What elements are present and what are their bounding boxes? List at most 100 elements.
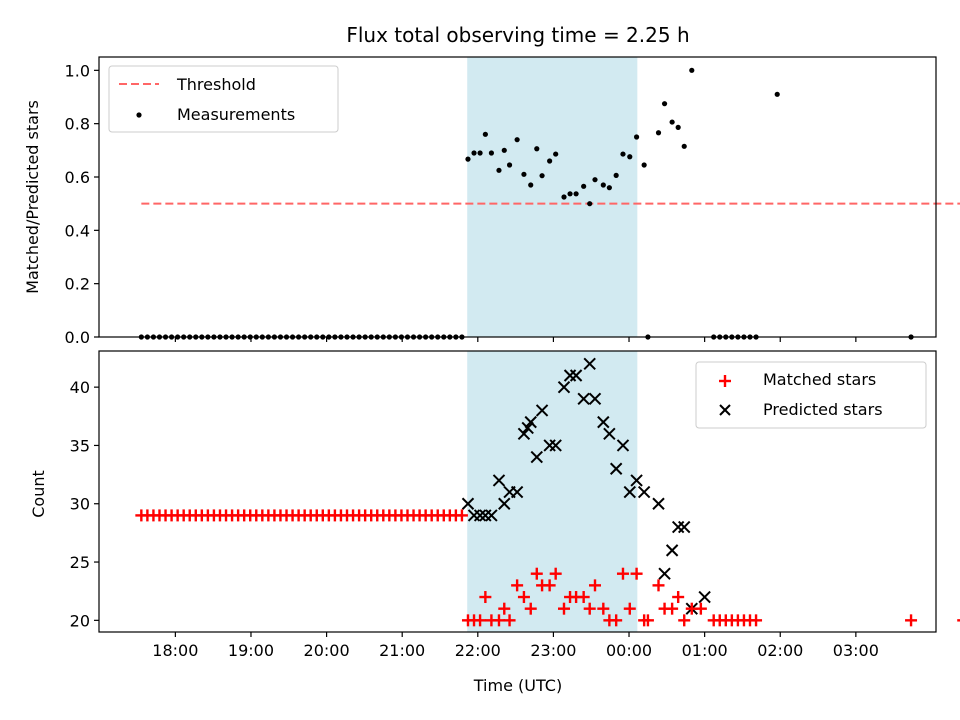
predicted-stroke bbox=[658, 567, 671, 580]
top-axes-frame bbox=[98, 56, 937, 338]
matched-point bbox=[678, 614, 691, 627]
matched-point bbox=[498, 602, 511, 615]
predicted-stroke bbox=[530, 450, 543, 464]
predicted-stroke bbox=[616, 439, 630, 452]
predicted-stroke bbox=[510, 485, 524, 499]
measurement-point bbox=[573, 191, 579, 197]
predicted-stroke bbox=[577, 392, 590, 406]
predicted-point bbox=[517, 427, 531, 440]
matched-point bbox=[524, 602, 537, 615]
matched-point bbox=[597, 602, 610, 615]
predicted-stroke bbox=[569, 369, 583, 382]
x-axis-label: Time (UTC) bbox=[473, 676, 562, 695]
predicted-stroke bbox=[637, 485, 651, 499]
predicted-stroke bbox=[517, 427, 531, 440]
predicted-point bbox=[652, 497, 665, 510]
measurement-point bbox=[471, 150, 477, 156]
top-ytick-label: 1.0 bbox=[65, 61, 90, 80]
matched-point bbox=[479, 591, 492, 604]
predicted-point bbox=[485, 509, 498, 522]
predicted-point bbox=[521, 421, 534, 435]
predicted-point bbox=[616, 439, 630, 452]
measurement-point bbox=[592, 177, 598, 183]
predicted-point bbox=[557, 380, 571, 394]
measurement-point bbox=[496, 167, 502, 173]
measurement-point bbox=[528, 182, 534, 188]
top-ytick-label: 0.6 bbox=[65, 168, 90, 187]
matched-point bbox=[694, 602, 707, 615]
xtick-label: 02:00 bbox=[757, 641, 803, 660]
predicted-point bbox=[588, 392, 602, 406]
measurement-point bbox=[553, 151, 559, 157]
predicted-point bbox=[473, 509, 487, 522]
legend-threshold-label: Threshold bbox=[176, 75, 256, 94]
measurement-point bbox=[600, 182, 606, 188]
matched-point bbox=[610, 614, 623, 627]
measurement-point bbox=[534, 146, 540, 152]
predicted-point bbox=[623, 485, 636, 499]
predicted-stroke bbox=[521, 421, 534, 435]
bottom-legend: Matched stars Predicted stars bbox=[695, 361, 927, 429]
predicted-stroke bbox=[557, 380, 571, 394]
predicted-point bbox=[678, 520, 691, 534]
predicted-stroke bbox=[665, 544, 679, 557]
predicted-point bbox=[461, 497, 475, 510]
measurement-point bbox=[774, 91, 780, 97]
measurement-point bbox=[514, 137, 520, 143]
predicted-point bbox=[665, 544, 679, 557]
predicted-point bbox=[698, 590, 711, 604]
predicted-point bbox=[549, 439, 562, 452]
legend-matched-swatch bbox=[719, 375, 731, 387]
bottom-axes-frame bbox=[98, 350, 937, 633]
matched-point bbox=[589, 579, 601, 592]
bottom-observing-span bbox=[467, 351, 638, 632]
predicted-stroke bbox=[492, 474, 506, 487]
xtick-label: 22:00 bbox=[455, 641, 501, 660]
predicted-point bbox=[630, 474, 643, 487]
chart-title: Flux total observing time = 2.25 h bbox=[346, 23, 689, 47]
matched-point bbox=[577, 591, 590, 604]
matched-point bbox=[641, 614, 654, 627]
top-observing-span bbox=[467, 57, 638, 337]
top-legend-box bbox=[108, 65, 339, 133]
matched-point bbox=[583, 602, 596, 615]
xtick-label: 18:00 bbox=[152, 641, 198, 660]
predicted-stroke bbox=[652, 497, 665, 510]
predicted-stroke bbox=[498, 497, 511, 510]
measurement-point bbox=[587, 201, 593, 207]
matched-point bbox=[957, 619, 960, 622]
legend-predicted-swatch bbox=[719, 404, 731, 416]
bottom-ytick-label: 30 bbox=[70, 495, 90, 514]
predicted-point bbox=[510, 485, 524, 499]
top-ytick-label: 0.4 bbox=[65, 221, 90, 240]
top-ylabel: Matched/Predicted stars bbox=[23, 100, 42, 294]
predicted-point bbox=[637, 485, 651, 499]
predicted-stroke bbox=[623, 485, 636, 499]
top-y-axis: 0.0 0.2 0.4 0.6 0.8 1.0 bbox=[65, 61, 99, 347]
predicted-stroke bbox=[630, 474, 643, 487]
measurement-point bbox=[613, 172, 619, 178]
measurements-series bbox=[138, 67, 914, 340]
predicted-point bbox=[530, 450, 543, 464]
measurement-point bbox=[627, 154, 633, 160]
predicted-point bbox=[671, 520, 685, 534]
measurement-point bbox=[675, 124, 681, 130]
top-x-ticks bbox=[174, 337, 857, 342]
measurement-point bbox=[661, 101, 668, 107]
predicted-point bbox=[609, 462, 623, 475]
measurement-point bbox=[620, 151, 626, 157]
xtick-label: 00:00 bbox=[606, 641, 652, 660]
predicted-stroke bbox=[524, 415, 537, 429]
measurement-point bbox=[547, 158, 553, 164]
bottom-ytick-label: 20 bbox=[70, 611, 90, 630]
measurement-point bbox=[501, 147, 507, 153]
predicted-point bbox=[658, 567, 671, 580]
matched-point bbox=[666, 602, 679, 615]
matched-point bbox=[616, 567, 629, 580]
legend-matched-label: Matched stars bbox=[763, 370, 876, 389]
measurement-point bbox=[669, 119, 675, 125]
bottom-ytick-label: 40 bbox=[70, 378, 90, 397]
predicted-point bbox=[597, 415, 610, 429]
predicted-stroke bbox=[485, 509, 498, 522]
